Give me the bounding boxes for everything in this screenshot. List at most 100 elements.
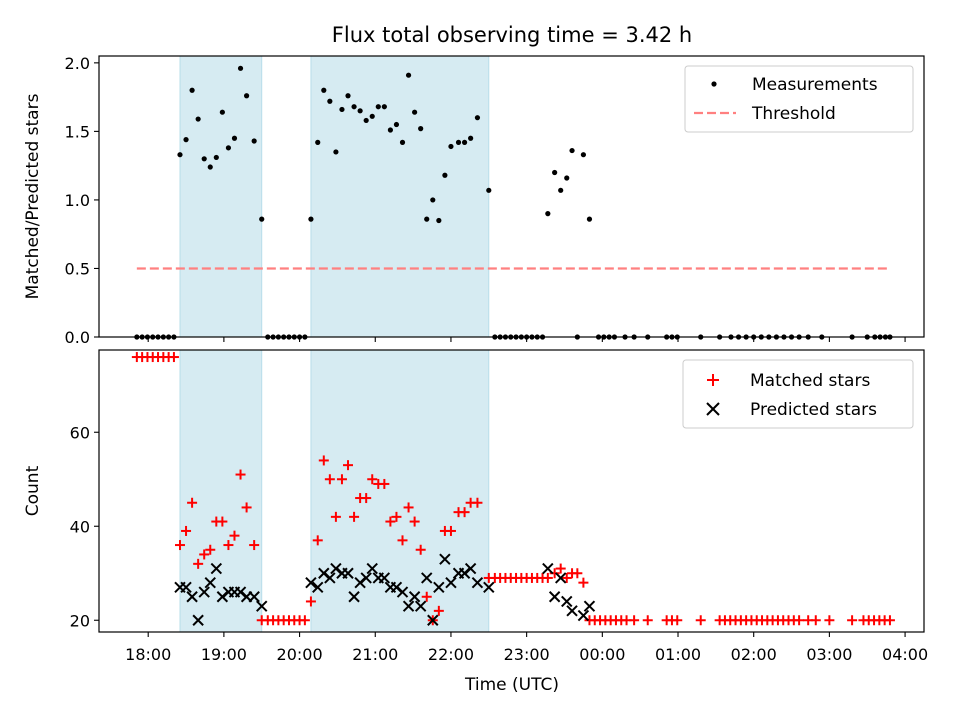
predicted-star-stroke-b <box>421 572 433 584</box>
matched-star-point <box>312 535 323 546</box>
measurement-point <box>399 139 406 145</box>
predicted-star-stroke-b <box>186 591 198 603</box>
predicted-star-stroke-b <box>360 572 372 584</box>
predicted-star-point <box>256 600 268 612</box>
measurement-point <box>436 217 442 224</box>
measurement-point <box>351 104 357 110</box>
predicted-star-point <box>402 600 415 612</box>
predicted-star-stroke-b <box>342 567 354 579</box>
matched-star-point <box>824 615 835 626</box>
measurement-point <box>369 113 375 119</box>
ratio-y-tick-label: 0.5 <box>65 259 90 278</box>
measurement-point <box>468 135 474 141</box>
predicted-star-point <box>542 562 554 575</box>
predicted-star-stroke-b <box>433 581 445 594</box>
predicted-star-point <box>561 595 573 608</box>
predicted-star-point <box>554 572 567 584</box>
predicted-star-stroke-b <box>439 553 451 565</box>
predicted-star-point <box>210 562 223 575</box>
matched-star-point <box>629 615 640 626</box>
matched-star-point <box>193 558 204 569</box>
ratio-y-tick-label: 1.0 <box>65 191 90 210</box>
ratio-panel-legend: Measurements Threshold <box>684 65 914 133</box>
predicted-star-stroke-b <box>554 572 567 584</box>
measurement-point <box>580 152 587 158</box>
predicted-star-point <box>439 553 451 565</box>
ratio-legend-box <box>684 65 914 133</box>
predicted-star-stroke-b <box>312 581 324 594</box>
ratio-panel-frame <box>98 55 925 338</box>
ratio-panel-x-ticks <box>147 337 906 342</box>
x-axis-label: Time (UTC) <box>464 675 559 695</box>
count-y-tick-label: 60 <box>70 423 90 442</box>
measurement-point <box>558 187 564 193</box>
ratio-shaded-interval-1 <box>179 55 263 338</box>
matched-star-point <box>672 615 683 626</box>
matched-star-point <box>367 474 378 485</box>
measurement-point <box>259 216 265 222</box>
count-panel-y-label: Count <box>23 465 43 516</box>
predicted-star-point <box>471 576 484 589</box>
matched-star-point <box>299 615 310 626</box>
matched-star-point <box>241 502 252 513</box>
predicted-star-stroke-b <box>427 614 439 626</box>
matched-star-point <box>884 615 895 626</box>
predicted-star-stroke-b <box>210 562 223 575</box>
matched-star-point <box>181 525 192 536</box>
predicted-star-stroke-b <box>256 600 268 612</box>
predicted-star-point <box>396 586 409 598</box>
legend-measurements-marker <box>711 81 717 87</box>
measurement-point <box>243 93 250 99</box>
measurement-point <box>177 152 183 158</box>
measurement-point <box>393 121 400 128</box>
measurement-point <box>405 72 412 78</box>
figure-title: Flux total observing time = 3.42 h <box>332 23 692 47</box>
predicted-star-point <box>583 600 596 612</box>
x-tick-label: 01:00 <box>655 645 701 664</box>
matched-star-point <box>472 497 483 508</box>
predicted-star-point <box>378 572 391 584</box>
predicted-star-point <box>366 562 378 575</box>
matched-star-point <box>397 535 408 546</box>
matched-star-point <box>168 352 179 363</box>
matched-star-point <box>187 497 198 508</box>
matched-star-point <box>305 596 316 607</box>
predicted-star-stroke-b <box>464 562 477 575</box>
matched-star-point <box>229 530 240 541</box>
matched-star-point <box>217 516 228 527</box>
predicted-star-point <box>305 576 317 589</box>
ratio-y-tick-label: 0.0 <box>65 328 90 347</box>
predicted-star-stroke-b <box>445 576 457 589</box>
predicted-star-point <box>483 581 495 594</box>
predicted-star-point <box>192 614 204 626</box>
predicted-star-stroke-b <box>396 586 409 598</box>
predicted-star-stroke-b <box>378 572 391 584</box>
matched-star-point <box>415 544 426 555</box>
ratio-panel-y-axis: 0.0 0.5 1.0 1.5 2.0 <box>65 54 99 347</box>
predicted-star-point <box>577 609 590 622</box>
ratio-y-tick-label: 2.0 <box>65 54 90 73</box>
predicted-star-stroke-b <box>390 581 403 594</box>
x-tick-label: 23:00 <box>504 645 550 664</box>
x-tick-label: 19:00 <box>201 645 247 664</box>
legend-threshold-label: Threshold <box>751 104 836 124</box>
measurement-point <box>569 147 575 154</box>
measurement-point <box>201 156 207 162</box>
count-y-tick-label: 40 <box>70 517 90 536</box>
measurement-point <box>327 98 333 104</box>
matched-star-point <box>421 591 432 602</box>
matched-star-point <box>343 460 354 471</box>
matched-star-point <box>642 615 653 626</box>
measurement-point <box>381 104 387 110</box>
predicted-star-point <box>348 591 360 603</box>
matched-star-point <box>445 525 456 536</box>
predicted-star-point <box>433 581 445 594</box>
predicted-star-stroke-b <box>483 581 495 594</box>
predicted-star-stroke-b <box>330 562 342 575</box>
predicted-star-stroke-b <box>583 600 596 612</box>
legend-predicted-stroke-b <box>706 402 720 416</box>
measurement-point <box>251 138 257 144</box>
predicted-star-stroke-b <box>366 562 378 575</box>
measurement-point <box>315 139 321 145</box>
matched-star-point <box>810 615 821 626</box>
